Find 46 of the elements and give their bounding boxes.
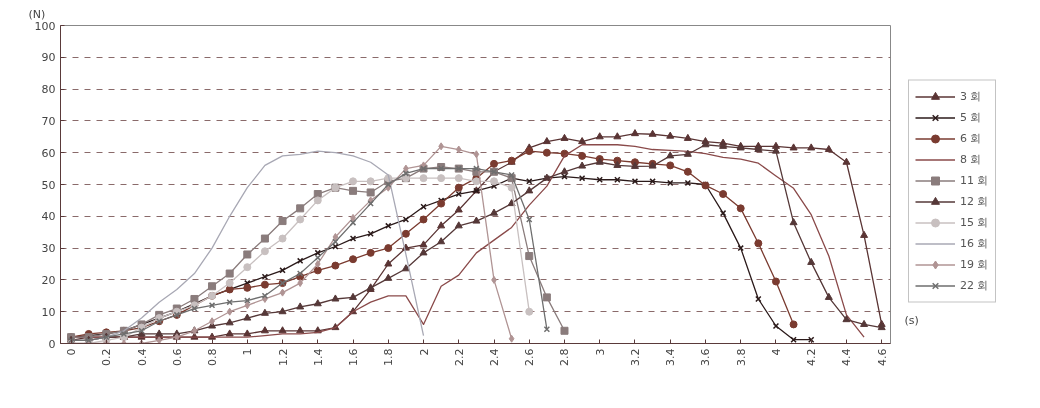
y-tick-label: 60 — [41, 146, 56, 160]
y-tick-label: 80 — [41, 83, 56, 97]
x-tick-label: 0.2 — [100, 348, 114, 366]
x-tick-label: 0.4 — [135, 348, 149, 366]
x-tick-label: 3.8 — [734, 348, 748, 366]
y-axis-title: (N) — [28, 7, 46, 21]
x-tick-label: 1.4 — [311, 348, 325, 366]
x-tick-label: 2.2 — [452, 348, 466, 366]
y-tick-label: 50 — [41, 178, 56, 192]
y-tick-label: 70 — [41, 114, 56, 128]
legend-label: 19 회 — [960, 256, 989, 272]
y-tick-label: 100 — [34, 19, 56, 33]
x-tick-label: 2.8 — [558, 348, 572, 366]
x-tick-label: 0.8 — [206, 348, 220, 366]
legend-label: 6 회 — [960, 130, 982, 146]
legend-label: 5 회 — [960, 109, 982, 125]
x-tick-label: 2.4 — [488, 348, 501, 366]
x-tick-label: 3.6 — [699, 348, 713, 366]
x-tick-label: 4.2 — [805, 348, 819, 366]
legend-label: 11 회 — [960, 172, 989, 188]
legend-label: 22 회 — [960, 277, 989, 293]
x-tick-label: 2.6 — [523, 348, 537, 366]
x-tick-label: 0.6 — [170, 348, 184, 366]
legend-label: 15 회 — [960, 214, 989, 230]
x-tick-label: 3 — [593, 348, 607, 356]
y-tick-label: 40 — [41, 210, 56, 224]
x-tick-label: 1.2 — [276, 348, 290, 366]
y-tick-label: 90 — [41, 51, 56, 65]
legend-label: 3 회 — [960, 88, 982, 104]
x-tick-label: 2 — [417, 348, 431, 356]
x-tick-label: 1.6 — [347, 348, 361, 366]
legend-label: 16 회 — [960, 235, 989, 251]
x-tick-label: 1 — [241, 348, 255, 356]
legend-label: 12 회 — [960, 193, 989, 209]
x-tick-label: 1.8 — [382, 348, 396, 366]
x-tick-label: 3.4 — [664, 348, 678, 366]
x-tick-label: 4.6 — [875, 348, 889, 366]
x-tick-label: 3.2 — [628, 348, 642, 366]
x-tick-label: 0 — [65, 348, 79, 356]
y-tick-label: 10 — [41, 305, 56, 319]
x-tick-label: 4 — [769, 348, 783, 356]
legend-label: 8 회 — [960, 151, 982, 167]
y-tick-label: 30 — [41, 242, 56, 256]
y-tick-label: 20 — [41, 273, 56, 287]
x-tick-label: 4.4 — [840, 348, 854, 366]
x-axis-title: (s) — [904, 313, 919, 327]
